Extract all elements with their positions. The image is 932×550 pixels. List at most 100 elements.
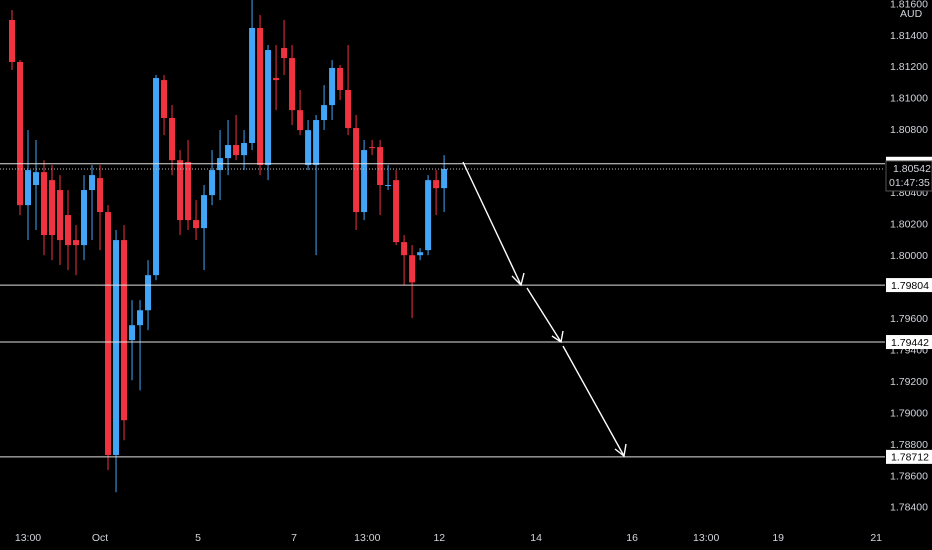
x-tick-label: 19 [772,532,784,544]
candle-body [305,130,312,166]
y-tick-label: 1.78800 [890,439,928,451]
candle-body [241,143,248,156]
y-tick-label: 1.79000 [890,407,928,419]
candle-body [41,172,48,236]
candle-body [313,120,320,166]
candle-body [393,180,400,243]
candle-body [249,28,256,144]
x-tick-label: 7 [291,532,297,544]
x-tick-label: 5 [195,532,201,544]
candle-body [377,147,384,186]
y-tick-label: 1.79600 [890,313,928,325]
y-tick-label: 1.79200 [890,376,928,388]
currency-label: AUD [900,8,923,20]
candle-body [113,240,120,455]
candle-body [361,150,368,213]
candle-body [409,255,416,283]
candle-body [345,89,352,129]
candle-body [289,58,296,111]
x-tick-label: 13:00 [693,532,719,544]
candle-body [49,180,56,236]
candle-body [97,178,104,213]
x-tick-label: 12 [433,532,445,544]
candle-body [33,172,40,186]
y-tick-label: 1.81600 [890,0,928,10]
candle-body [57,190,64,241]
candle-body [401,242,408,256]
candle-body [105,212,112,455]
arrow [462,161,522,286]
y-tick-label: 1.81200 [890,61,928,73]
candle-body [17,61,24,206]
price-axis: 1.78400 1.78600 1.78800 1.79000 1.79200 1.794… [15,0,932,544]
countdown-label: 01:47:35 [889,177,930,189]
arrow-head [511,272,525,287]
y-tick-label: 1.80200 [890,219,928,231]
candle-body [65,215,72,246]
x-tick-label: 16 [626,532,638,544]
plot [0,0,885,493]
y-tick-label: 1.81400 [890,30,928,42]
candle-body [257,28,264,166]
candle-body [169,117,176,161]
candle-body [129,325,136,341]
projection-arrows [462,161,627,458]
y-tick-label: 1.78600 [890,470,928,482]
y-tick-label: 1.81000 [890,93,928,105]
candle-body [161,80,168,118]
x-tick-label: 14 [530,532,542,544]
level-label: 1.78712 [891,452,929,464]
arrow [562,345,625,457]
x-tick-label: 21 [870,532,882,544]
last-price-badge [885,160,932,192]
y-tick-label: 1.78400 [890,502,928,514]
candle-body [233,145,240,156]
arrow-head [614,443,627,458]
level-badge [886,449,932,464]
level-label: 1.79442 [891,337,929,349]
candle-body [209,170,216,196]
candle-body [337,67,344,90]
candle-body [121,240,128,421]
candle-body [353,128,360,213]
candle-body [329,67,336,106]
candle-body [25,170,32,206]
candle-body [297,110,304,131]
candle-body [193,220,200,229]
arrow-head [551,330,564,344]
candle-body [385,185,392,187]
candle-body [185,162,192,221]
candle-body [281,47,288,59]
candle-body [225,145,232,159]
candle-body [273,78,280,81]
candle-body [201,195,208,229]
candle-body [321,105,328,121]
candle-body [153,78,160,276]
y-tick-label: 1.80800 [890,124,928,136]
candle-body [177,160,184,221]
candle-body [265,50,272,166]
candle-body [9,19,16,62]
x-tick-label: 13:00 [354,532,380,544]
last-price-label: 1.80542 [893,163,931,175]
level-label: 1.79804 [891,280,929,292]
candle-body [145,275,152,311]
candle-body [417,252,424,256]
candle-body [137,310,144,326]
level-badge [886,278,932,293]
candle-body [73,240,80,246]
y-tick-label: 1.80000 [890,250,928,262]
candle-body [425,180,432,251]
level-badge [886,335,932,350]
currency-badge [897,8,923,20]
candle-body [81,190,88,246]
x-tick-label: Oct [92,532,108,544]
candle-body [433,180,440,189]
candle-body [441,168,448,189]
x-tick-label: 13:00 [15,532,41,544]
candle-body [89,175,96,191]
arrow [526,287,562,343]
candle-body [369,147,376,149]
